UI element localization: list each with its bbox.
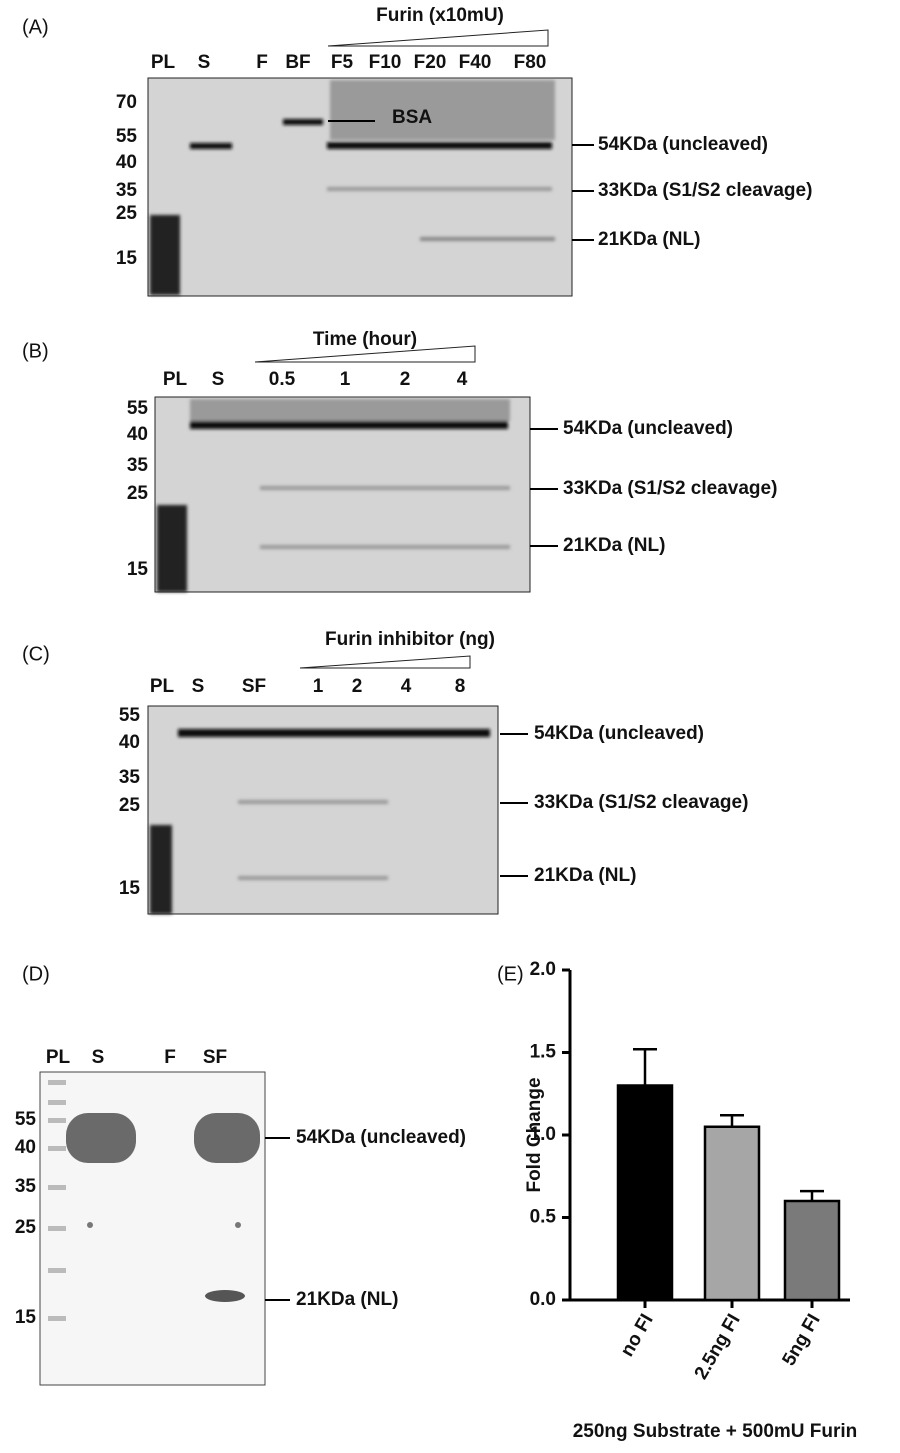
lane-label: F10 xyxy=(369,52,402,73)
marker-label: 55 xyxy=(127,398,149,419)
y-tick-label: 2.0 xyxy=(530,959,556,980)
y-tick-label: 0.0 xyxy=(530,1289,556,1310)
marker-label: 25 xyxy=(119,795,141,816)
lane-label: F xyxy=(164,1047,176,1068)
lane-label: F20 xyxy=(414,52,447,73)
marker-label: 55 xyxy=(15,1109,37,1130)
band-label: 33KDa (S1/S2 cleavage) xyxy=(563,478,777,499)
lane-label: SF xyxy=(203,1047,227,1068)
annotation: BSA xyxy=(392,107,432,128)
x-tick-label: no FI xyxy=(617,1311,658,1361)
marker-label: 35 xyxy=(15,1176,37,1197)
marker-label: 15 xyxy=(15,1307,37,1328)
marker-label: 15 xyxy=(127,559,149,580)
lane-label: F5 xyxy=(331,52,354,73)
marker-label: 40 xyxy=(127,424,148,445)
panel-label: (D) xyxy=(22,963,50,985)
y-axis-title: Fold Change xyxy=(524,1077,545,1192)
marker-label: 70 xyxy=(116,92,137,113)
lane-label: F xyxy=(256,52,268,73)
gel-a xyxy=(147,29,594,297)
band-label: 54KDa (uncleaved) xyxy=(563,418,733,439)
lane-label: 1 xyxy=(313,676,324,697)
lane-label: 2 xyxy=(352,676,363,697)
band-label: 54KDa (uncleaved) xyxy=(598,134,768,155)
gel-b xyxy=(154,345,558,593)
band-label: 21KDa (NL) xyxy=(296,1289,398,1310)
lane-label: S xyxy=(92,1047,105,1068)
marker-label: 40 xyxy=(116,152,137,173)
band-label: 54KDa (uncleaved) xyxy=(534,723,704,744)
marker-label: 35 xyxy=(116,180,138,201)
panel-label: (E) xyxy=(497,963,524,985)
lane-label: 4 xyxy=(401,676,412,697)
x-tick-label: 5ng FI xyxy=(779,1311,825,1370)
marker-label: 55 xyxy=(119,705,141,726)
bar xyxy=(703,1125,761,1302)
lane-header: Time (hour) xyxy=(313,329,417,350)
y-tick-label: 0.5 xyxy=(530,1207,557,1228)
band-label: 21KDa (NL) xyxy=(534,865,636,886)
lane-label: 2 xyxy=(400,369,411,390)
lane-label: PL xyxy=(150,676,175,697)
panel-label: (A) xyxy=(22,16,49,38)
lane-label: PL xyxy=(46,1047,71,1068)
lane-label: 4 xyxy=(457,369,468,390)
lane-label: S xyxy=(212,369,225,390)
panel-label: (B) xyxy=(22,340,49,362)
bar xyxy=(616,1084,674,1302)
lane-label: PL xyxy=(163,369,188,390)
gel-c xyxy=(147,655,528,915)
lane-header: Furin (x10mU) xyxy=(376,5,504,26)
band-label: 21KDa (NL) xyxy=(563,535,665,556)
x-axis-title: 250ng Substrate + 500mU Furin xyxy=(573,1421,858,1442)
lane-label: 8 xyxy=(455,676,466,697)
y-tick-label: 1.0 xyxy=(530,1124,556,1145)
marker-label: 25 xyxy=(116,203,138,224)
lane-label: 0.5 xyxy=(269,369,296,390)
panel-label: (C) xyxy=(22,643,50,665)
bar xyxy=(783,1199,841,1302)
lane-label: 1 xyxy=(340,369,351,390)
band-label: 21KDa (NL) xyxy=(598,229,700,250)
lane-label: BF xyxy=(285,52,310,73)
marker-label: 15 xyxy=(116,248,138,269)
lane-label: S xyxy=(192,676,205,697)
y-tick-label: 1.5 xyxy=(530,1042,557,1063)
lane-header: Furin inhibitor (ng) xyxy=(325,629,495,650)
band-label: 33KDa (S1/S2 cleavage) xyxy=(598,180,812,201)
marker-label: 55 xyxy=(116,126,138,147)
marker-label: 40 xyxy=(15,1137,36,1158)
marker-label: 15 xyxy=(119,878,141,899)
lane-label: F80 xyxy=(514,52,547,73)
gel-d xyxy=(39,1071,290,1386)
marker-label: 35 xyxy=(119,767,141,788)
lane-label: PL xyxy=(151,52,176,73)
lane-label: F40 xyxy=(459,52,492,73)
x-tick-label: 2.5ng FI xyxy=(691,1311,745,1384)
marker-label: 25 xyxy=(15,1217,37,1238)
lane-label: S xyxy=(198,52,211,73)
band-label: 54KDa (uncleaved) xyxy=(296,1127,466,1148)
marker-label: 40 xyxy=(119,732,140,753)
marker-label: 25 xyxy=(127,483,149,504)
lane-label: SF xyxy=(242,676,266,697)
band-label: 33KDa (S1/S2 cleavage) xyxy=(534,792,748,813)
marker-label: 35 xyxy=(127,455,149,476)
